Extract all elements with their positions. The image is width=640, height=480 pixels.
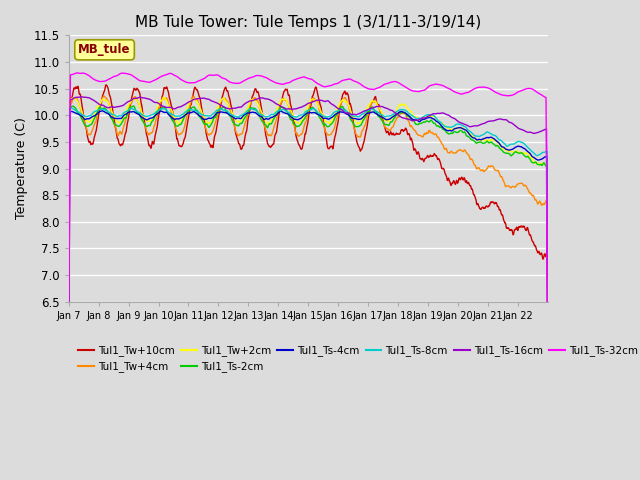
Y-axis label: Temperature (C): Temperature (C) (15, 118, 28, 219)
Title: MB Tule Tower: Tule Temps 1 (3/1/11-3/19/14): MB Tule Tower: Tule Temps 1 (3/1/11-3/19… (135, 15, 481, 30)
Text: MB_tule: MB_tule (78, 43, 131, 56)
Legend: Tul1_Tw+10cm, Tul1_Tw+4cm, Tul1_Tw+2cm, Tul1_Ts-2cm, Tul1_Ts-4cm, Tul1_Ts-8cm, T: Tul1_Tw+10cm, Tul1_Tw+4cm, Tul1_Tw+2cm, … (74, 341, 640, 376)
